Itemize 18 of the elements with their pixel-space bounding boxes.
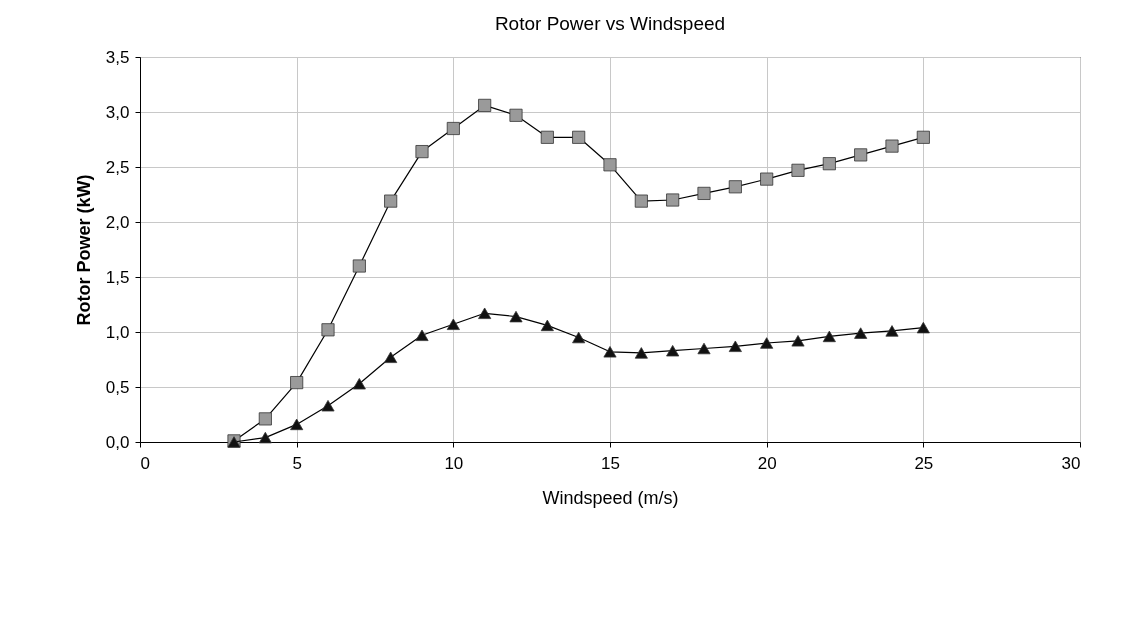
y-tick-label: 0,5: [105, 377, 130, 397]
x-tick-label: 30: [1061, 453, 1081, 473]
y-tick-label: 3,0: [105, 102, 130, 122]
y-tick-label: 0,0: [105, 432, 130, 452]
y-tick-label: 3,5: [105, 47, 130, 67]
y-tick-label: 2,5: [105, 157, 130, 177]
x-tick-label: 20: [757, 453, 777, 473]
x-tick-label: 0: [140, 453, 150, 473]
x-tick-label: 5: [292, 453, 302, 473]
x-tick-label: 15: [601, 453, 620, 473]
x-axis-title: Windspeed (m/s): [542, 487, 679, 508]
y-tick-label: 1,0: [105, 322, 130, 342]
y-tick-label: 2,0: [105, 212, 130, 232]
x-tick-label: 25: [914, 453, 934, 473]
chart-title: Rotor Power vs Windspeed: [494, 13, 726, 34]
y-tick-label: 1,5: [105, 267, 130, 287]
x-tick-label: 10: [444, 453, 464, 473]
y-axis-title: Rotor Power (kW): [73, 174, 94, 326]
